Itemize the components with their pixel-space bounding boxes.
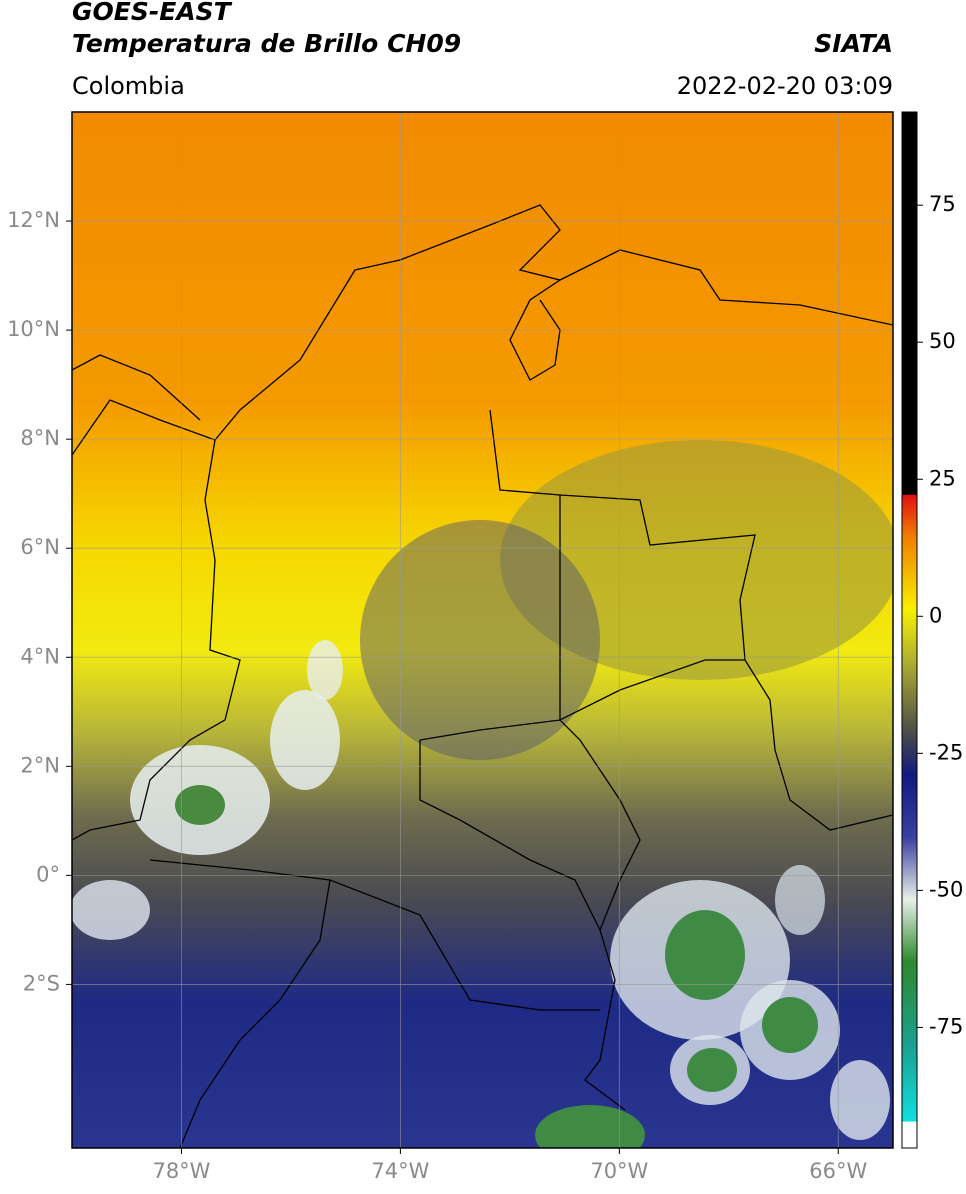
region: Colombia [72, 72, 185, 100]
satellite-image [72, 112, 893, 1148]
map-frame [71, 111, 894, 1149]
lon-tick-label: 66°W [809, 1159, 867, 1183]
lat-tick-label: 6°N [20, 535, 60, 559]
colorbar [901, 111, 918, 1149]
colorbar-tick-label: -25 [929, 740, 963, 764]
lat-tick-label: 2°S [23, 971, 60, 995]
colorbar-tick-label: -75 [929, 1014, 963, 1038]
lon-tick-label: 74°W [371, 1159, 429, 1183]
colorbar-tick-label: 50 [929, 329, 956, 353]
datetime: 2022-02-20 03:09 [677, 72, 893, 100]
colorbar-tick-label: 25 [929, 466, 956, 490]
title: GOES-EAST [72, 0, 233, 26]
lat-tick-label: 10°N [7, 317, 60, 341]
lat-tick-label: 12°N [7, 208, 60, 232]
colorbar-tick-label: 75 [929, 192, 956, 216]
lon-tick-label: 78°W [152, 1159, 210, 1183]
product: Temperatura de Brillo CH09 [72, 29, 461, 58]
lat-tick-label: 4°N [20, 644, 60, 668]
lat-tick-label: 0° [36, 862, 60, 886]
source: SIATA [814, 29, 893, 58]
colorbar-tick-label: -50 [929, 877, 963, 901]
colorbar-tick-label: 0 [929, 603, 942, 627]
graticule [72, 112, 893, 1148]
lat-tick-label: 2°N [20, 753, 60, 777]
lat-tick-label: 8°N [20, 426, 60, 450]
lon-tick-label: 70°W [590, 1159, 648, 1183]
